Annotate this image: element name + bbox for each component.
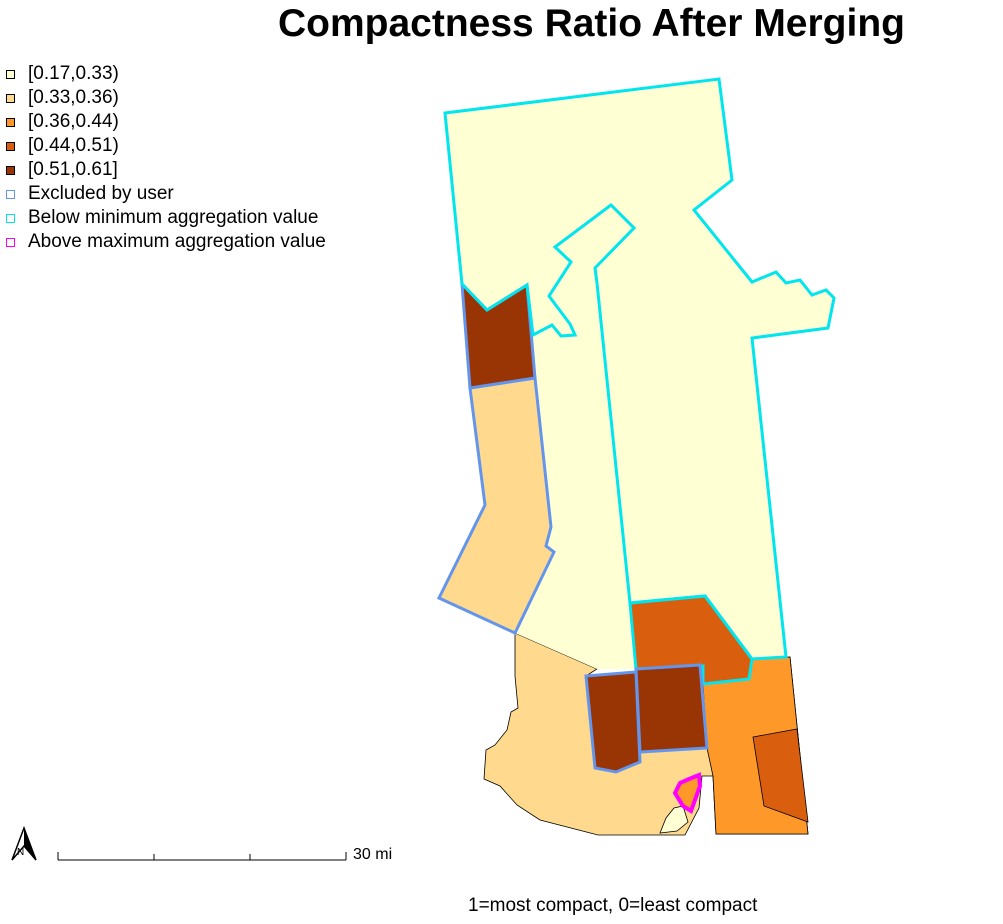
legend-swatch xyxy=(6,141,15,151)
legend-swatch xyxy=(6,117,15,127)
region-north-large xyxy=(445,79,834,752)
map-caption: 1=most compact, 0=least compact xyxy=(468,895,758,916)
legend-label: [0.44,0.51) xyxy=(28,135,119,156)
legend-item-bin-1: [0.17,0.33) xyxy=(6,62,326,86)
legend: [0.17,0.33) [0.33,0.36) [0.36,0.44) [0.4… xyxy=(6,62,326,254)
legend-item-bin-2: [0.33,0.36) xyxy=(6,86,326,110)
legend-label: Above maximum aggregation value xyxy=(28,231,326,252)
north-arrow-icon xyxy=(11,825,37,861)
legend-swatch xyxy=(6,213,15,223)
legend-swatch xyxy=(6,237,15,247)
legend-item-below-min: Below minimum aggregation value xyxy=(6,206,326,230)
legend-label: [0.33,0.36) xyxy=(28,87,119,108)
legend-label: [0.51,0.61] xyxy=(28,159,118,180)
region-south-east-inner xyxy=(752,728,809,823)
region-dark-block-left xyxy=(584,670,642,774)
region-north-outline xyxy=(443,77,836,661)
legend-swatch xyxy=(6,165,15,175)
region-dark-block-right xyxy=(634,663,709,754)
legend-swatch xyxy=(6,69,15,79)
legend-item-excluded: Excluded by user xyxy=(6,182,326,206)
scale-bar-label: 30 mi xyxy=(353,846,393,863)
region-small-pale xyxy=(659,805,689,834)
region-column-light xyxy=(436,376,556,635)
legend-label: [0.36,0.44) xyxy=(28,111,119,132)
legend-item-bin-5: [0.51,0.61] xyxy=(6,158,326,182)
legend-swatch xyxy=(6,189,15,199)
legend-item-bin-4: [0.44,0.51) xyxy=(6,134,326,158)
legend-label: [0.17,0.33) xyxy=(28,63,119,84)
legend-label: Below minimum aggregation value xyxy=(28,207,319,228)
scale-bar xyxy=(57,852,347,861)
legend-item-bin-3: [0.36,0.44) xyxy=(6,110,326,134)
map-title: Compactness Ratio After Merging xyxy=(278,2,905,45)
legend-swatch xyxy=(6,93,15,103)
legend-label: Excluded by user xyxy=(28,183,174,204)
north-arrow-label: N xyxy=(17,847,25,858)
legend-item-above-max: Above maximum aggregation value xyxy=(6,230,326,254)
region-above-max xyxy=(672,772,703,815)
